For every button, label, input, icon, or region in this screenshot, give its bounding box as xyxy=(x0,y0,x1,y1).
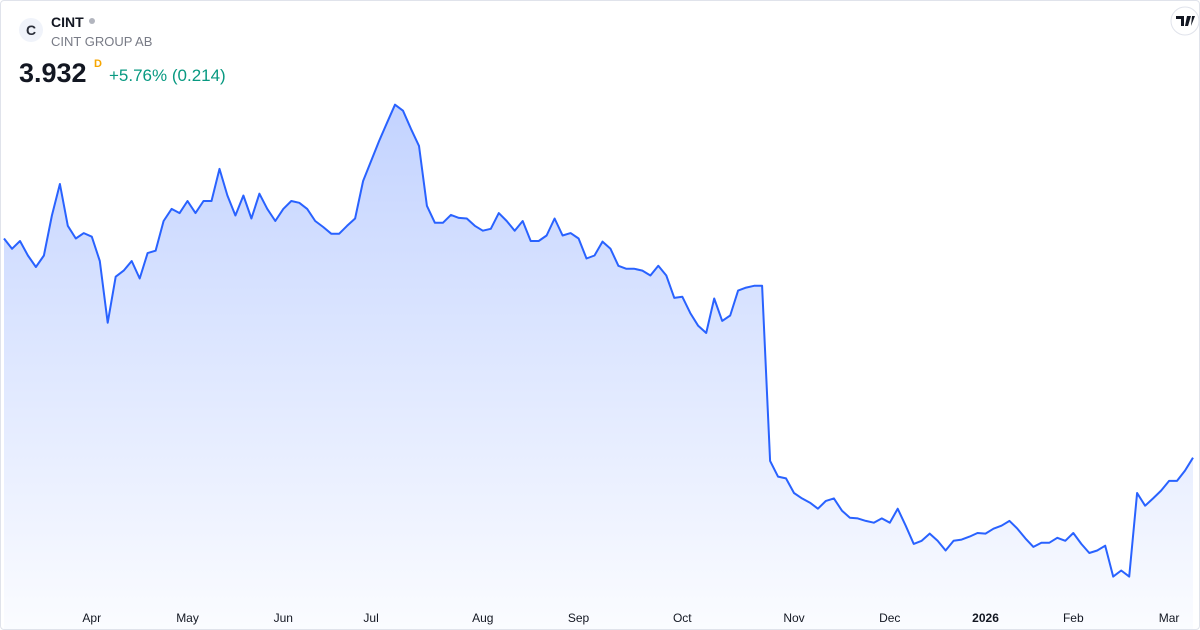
price: 3.932 xyxy=(19,58,87,88)
x-tick-label: Mar xyxy=(1159,611,1180,625)
x-tick-label: Dec xyxy=(879,611,900,625)
symbol[interactable]: CINT xyxy=(51,14,84,30)
logo: C xyxy=(26,22,36,38)
logo-bg xyxy=(19,18,43,42)
x-tick-label: Jul xyxy=(363,611,378,625)
x-tick-label: 2026 xyxy=(972,611,999,625)
x-tick-label: Jun xyxy=(274,611,293,625)
x-tick-label: Nov xyxy=(783,611,804,625)
area xyxy=(4,104,1193,629)
company: CINT GROUP AB xyxy=(51,34,152,49)
x-tick-label: May xyxy=(176,611,199,625)
plot xyxy=(3,103,1194,629)
x-tick-label: Sep xyxy=(568,611,590,625)
price-line xyxy=(3,103,1194,578)
x-tick-label: Apr xyxy=(82,611,101,625)
tv-logo[interactable] xyxy=(1170,6,1199,36)
change: +5.76% (0.214) xyxy=(109,66,226,85)
x-tick-label: Oct xyxy=(673,611,692,625)
x-tick-label: Aug xyxy=(472,611,493,625)
status-dot xyxy=(89,18,95,24)
interval: D xyxy=(94,58,102,70)
x-tick-label: Feb xyxy=(1063,611,1084,625)
